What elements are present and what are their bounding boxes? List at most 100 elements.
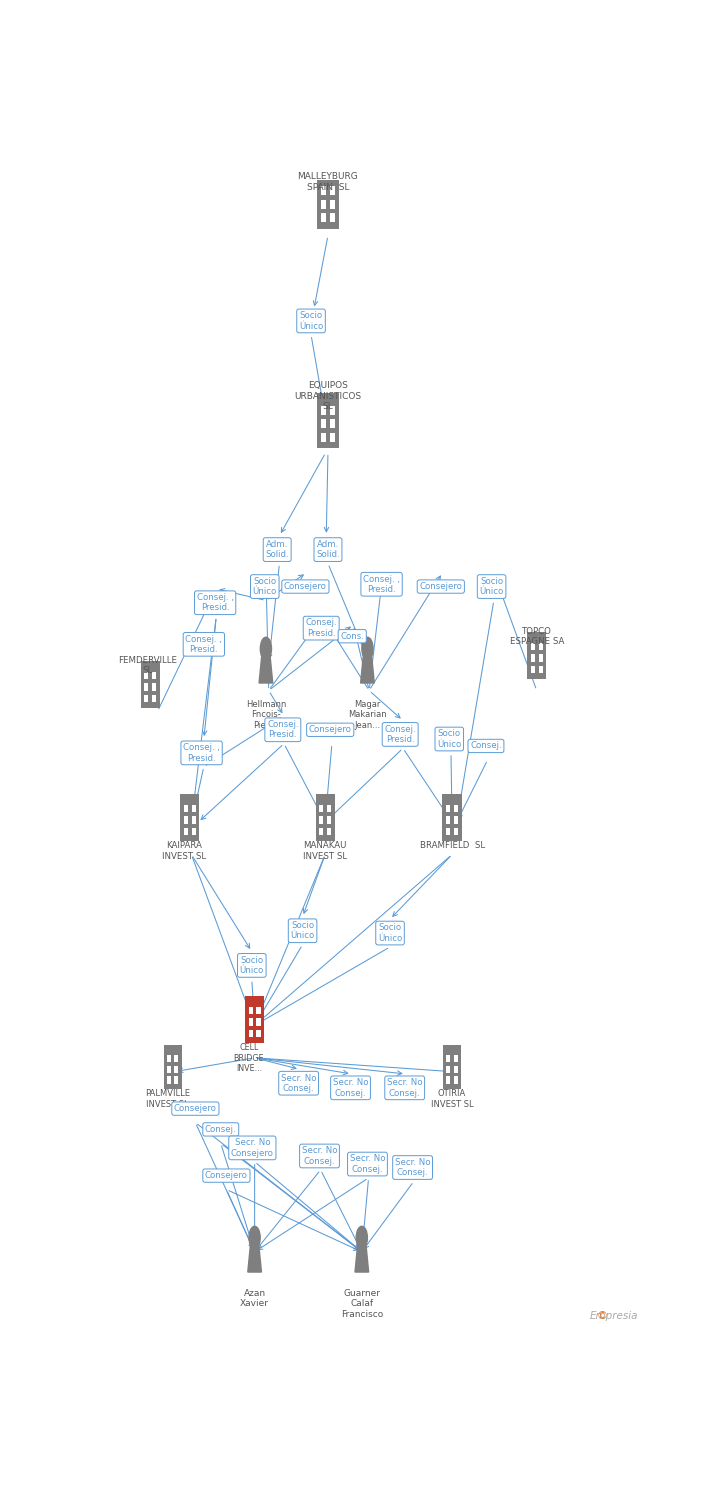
FancyBboxPatch shape — [180, 794, 199, 840]
Text: Consej.: Consej. — [205, 1125, 237, 1134]
FancyBboxPatch shape — [330, 433, 335, 442]
FancyBboxPatch shape — [327, 816, 331, 824]
Text: Consejero: Consejero — [309, 726, 352, 735]
FancyBboxPatch shape — [152, 694, 157, 702]
FancyBboxPatch shape — [327, 828, 331, 836]
FancyBboxPatch shape — [317, 393, 339, 448]
FancyBboxPatch shape — [330, 186, 335, 195]
FancyBboxPatch shape — [446, 804, 451, 812]
FancyBboxPatch shape — [446, 816, 451, 824]
Text: OTIRIA
INVEST SL: OTIRIA INVEST SL — [431, 1089, 473, 1108]
FancyBboxPatch shape — [167, 1054, 171, 1062]
Text: KAIPARA
INVEST SL: KAIPARA INVEST SL — [162, 842, 206, 861]
Text: Socio
Único: Socio Único — [378, 924, 402, 944]
Text: Consej. ,
Presid.: Consej. , Presid. — [363, 574, 400, 594]
FancyBboxPatch shape — [454, 828, 458, 836]
FancyBboxPatch shape — [245, 996, 264, 1042]
FancyBboxPatch shape — [454, 804, 458, 812]
FancyBboxPatch shape — [454, 1054, 458, 1062]
FancyBboxPatch shape — [446, 828, 451, 836]
FancyBboxPatch shape — [446, 1077, 451, 1083]
FancyBboxPatch shape — [256, 1019, 261, 1026]
Text: Secr. No
Consej.: Secr. No Consej. — [281, 1074, 317, 1094]
FancyBboxPatch shape — [164, 1044, 182, 1089]
Text: Secr. No
Consej.: Secr. No Consej. — [301, 1146, 337, 1166]
Text: Consej. ,
Presid.: Consej. , Presid. — [186, 634, 222, 654]
Circle shape — [356, 1227, 368, 1250]
FancyBboxPatch shape — [317, 174, 339, 230]
FancyBboxPatch shape — [321, 420, 326, 428]
FancyBboxPatch shape — [446, 1054, 451, 1062]
Text: BRAMFIELD  SL: BRAMFIELD SL — [419, 842, 485, 850]
FancyBboxPatch shape — [183, 828, 188, 836]
Text: Hellmann
Fncois-
Pierre: Hellmann Fncois- Pierre — [246, 700, 286, 729]
FancyBboxPatch shape — [183, 804, 188, 812]
Text: Consej.
Presid.: Consej. Presid. — [305, 618, 337, 638]
Text: Secr. No
Consejero: Secr. No Consejero — [231, 1138, 274, 1158]
FancyBboxPatch shape — [446, 1065, 451, 1072]
Text: Consej. ,
Presid.: Consej. , Presid. — [197, 592, 234, 612]
Text: PALMVILLE
INVEST SL: PALMVILLE INVEST SL — [145, 1089, 190, 1108]
FancyBboxPatch shape — [191, 816, 196, 824]
FancyBboxPatch shape — [319, 804, 323, 812]
Text: Adm.
Solid.: Adm. Solid. — [316, 540, 340, 560]
Text: Consej.: Consej. — [470, 741, 502, 750]
Text: MALLEYBURG
SPAIN  SL: MALLEYBURG SPAIN SL — [298, 172, 358, 192]
FancyBboxPatch shape — [321, 213, 326, 222]
FancyBboxPatch shape — [330, 420, 335, 428]
Polygon shape — [248, 1246, 261, 1272]
FancyBboxPatch shape — [454, 816, 458, 824]
Text: Empresia: Empresia — [590, 1311, 638, 1322]
FancyBboxPatch shape — [248, 1029, 253, 1036]
FancyBboxPatch shape — [183, 816, 188, 824]
FancyBboxPatch shape — [443, 794, 462, 840]
Text: Socio
Único: Socio Único — [253, 578, 277, 597]
FancyBboxPatch shape — [152, 672, 157, 680]
Text: Secr. No
Consej.: Secr. No Consej. — [387, 1078, 422, 1098]
FancyBboxPatch shape — [248, 1019, 253, 1026]
FancyBboxPatch shape — [330, 406, 335, 414]
Circle shape — [261, 638, 272, 660]
FancyBboxPatch shape — [144, 682, 149, 690]
FancyBboxPatch shape — [175, 1054, 178, 1062]
Text: Magar
Makarian
Jean...: Magar Makarian Jean... — [348, 700, 387, 729]
Text: Secr. No
Consej.: Secr. No Consej. — [395, 1158, 430, 1178]
FancyBboxPatch shape — [443, 1044, 461, 1089]
Text: Secr. No
Consej.: Secr. No Consej. — [333, 1078, 368, 1098]
FancyBboxPatch shape — [167, 1077, 171, 1083]
FancyBboxPatch shape — [321, 433, 326, 442]
Circle shape — [362, 638, 373, 660]
Text: Socio
Único: Socio Único — [480, 578, 504, 597]
Circle shape — [249, 1227, 260, 1250]
FancyBboxPatch shape — [175, 1065, 178, 1072]
Text: CELL
BRIDGE
INVE...: CELL BRIDGE INVE... — [234, 1042, 264, 1072]
FancyBboxPatch shape — [248, 1007, 253, 1014]
Text: Socio
Único: Socio Único — [437, 729, 462, 748]
FancyBboxPatch shape — [531, 666, 535, 674]
Text: Consejero: Consejero — [284, 582, 327, 591]
Polygon shape — [259, 657, 273, 682]
FancyBboxPatch shape — [527, 632, 546, 680]
FancyBboxPatch shape — [531, 654, 535, 662]
Polygon shape — [360, 657, 374, 682]
FancyBboxPatch shape — [321, 406, 326, 414]
Text: FEMDERVILLE
SL: FEMDERVILLE SL — [118, 656, 177, 675]
FancyBboxPatch shape — [330, 213, 335, 222]
FancyBboxPatch shape — [319, 816, 323, 824]
Text: Guarner
Calaf
Francisco: Guarner Calaf Francisco — [341, 1288, 383, 1318]
Text: Consej.
Presid.: Consej. Presid. — [384, 724, 416, 744]
FancyBboxPatch shape — [144, 694, 149, 702]
FancyBboxPatch shape — [539, 666, 543, 674]
Text: Socio
Único: Socio Único — [240, 956, 264, 975]
FancyBboxPatch shape — [152, 682, 157, 690]
FancyBboxPatch shape — [256, 1029, 261, 1036]
FancyBboxPatch shape — [321, 186, 326, 195]
FancyBboxPatch shape — [319, 828, 323, 836]
FancyBboxPatch shape — [191, 804, 196, 812]
Text: Consejero: Consejero — [174, 1104, 217, 1113]
Text: EQUIPOS
URBANISTICOS
SL: EQUIPOS URBANISTICOS SL — [294, 381, 362, 411]
FancyBboxPatch shape — [454, 1077, 458, 1083]
FancyBboxPatch shape — [315, 794, 335, 840]
Text: Socio
Único: Socio Único — [290, 921, 314, 940]
FancyBboxPatch shape — [167, 1065, 171, 1072]
